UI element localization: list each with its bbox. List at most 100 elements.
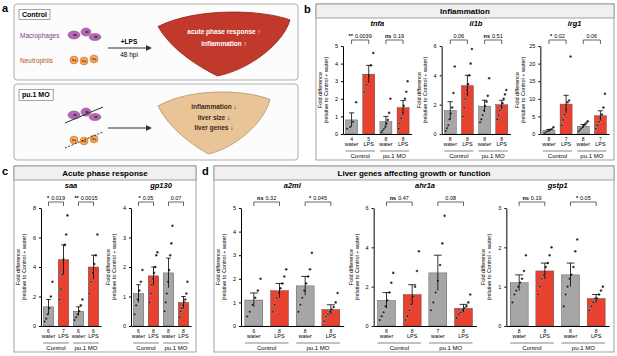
y-tick-label: 4 [434, 73, 437, 79]
figure: aControlMacrophagesNeutrophils+LPS48 hpi… [0, 0, 617, 356]
x-tick-label: water [511, 333, 526, 339]
x-tick: LPS [407, 333, 418, 339]
error-bar [563, 95, 568, 113]
p-value: ns0.32 [257, 195, 276, 201]
y-tick-mark [538, 46, 540, 47]
liver [158, 92, 270, 154]
cell-label: Macrophages [20, 32, 60, 40]
n-label: 8 [449, 136, 452, 142]
x-axis: waterLPSwaterLPS [41, 327, 102, 339]
y-tick-label: 0 [532, 131, 535, 137]
data-point [275, 296, 278, 299]
n-label: 6 [92, 328, 95, 334]
data-point [387, 119, 390, 122]
significance-bracket [549, 40, 566, 44]
significance-mark: ns [484, 33, 490, 39]
y-tick: 2 [335, 96, 343, 102]
y-tick-label: 0 [498, 323, 501, 329]
chart: a2mlFold difference(relative to Control … [215, 181, 344, 351]
y-tick: 4 [33, 264, 41, 270]
x-tick: water [563, 333, 578, 339]
y-tick: 6 [366, 205, 374, 211]
data-point [462, 115, 465, 118]
neutrophil [90, 55, 98, 63]
y-tick-label: 0 [233, 323, 236, 329]
x-tick: LPS [274, 333, 285, 339]
x-tick: LPS [148, 333, 159, 339]
data-point [184, 298, 187, 301]
data-point [550, 246, 553, 249]
chart: saaFold difference(relative to Control +… [15, 181, 102, 351]
data-point [389, 98, 392, 101]
y-tick: 25 [529, 43, 540, 49]
error-bar [592, 295, 600, 303]
y-tick-mark [440, 75, 442, 76]
data-point [601, 113, 604, 116]
group-line [479, 151, 508, 152]
x-tick-label: water [246, 333, 261, 339]
n-label: 8 [167, 328, 170, 334]
y-tick-mark [538, 64, 540, 65]
data-point [469, 293, 472, 296]
significance-bracket [169, 202, 184, 206]
error-bar [541, 263, 549, 279]
group-label: Control [548, 153, 567, 159]
section-header [214, 166, 614, 180]
outcome: liver size ↓ [198, 114, 231, 121]
n-label: 8 [500, 136, 503, 142]
data-point [459, 311, 462, 314]
p-value-number: 0.05 [580, 195, 591, 201]
data-point [149, 292, 152, 295]
x-tick: water [576, 141, 591, 147]
p-value-number: 0.19 [393, 33, 404, 39]
section-title: Liver genes affecting growth or function [338, 169, 491, 178]
section-box [214, 166, 614, 352]
significance-mark: ns [522, 195, 528, 201]
panel-letter: b [304, 3, 311, 15]
n-label: 8 [462, 328, 465, 334]
y-axis-line [506, 209, 507, 327]
n-label: 6 [47, 328, 50, 334]
data-point [576, 238, 579, 241]
y-tick-label: 2 [498, 245, 501, 251]
data-point [414, 285, 417, 288]
x-tick-label: water [477, 141, 492, 147]
y-axis: 0123 [498, 205, 507, 329]
panel-a: aControlMacrophagesNeutrophils+LPS48 hpi… [2, 2, 298, 160]
plot-area [133, 224, 189, 326]
y-axis-title: (relative to Control + water) [221, 234, 227, 301]
n-label: 8 [182, 328, 185, 334]
significance-mark: ** [74, 195, 79, 201]
data-point [432, 301, 435, 304]
row-title-box [19, 10, 50, 20]
chart-title: irg1 [568, 19, 582, 28]
y-tick-mark [504, 247, 506, 248]
x-tick: LPS [364, 141, 375, 147]
data-point [297, 311, 300, 314]
group-label: pu.1 MO [383, 153, 406, 159]
y-tick-mark [239, 208, 241, 209]
group-line [163, 343, 189, 344]
data-point [560, 124, 563, 127]
p-value-number: 0.08 [445, 195, 456, 201]
group-label: Control [522, 345, 541, 351]
y-tick-label: 25 [529, 43, 535, 49]
group-label: pu.1 MO [482, 153, 505, 159]
significance-bracket [386, 40, 403, 44]
data-point [186, 280, 189, 283]
data-point [504, 93, 507, 96]
x-tick: water [541, 141, 556, 147]
data-point [539, 285, 542, 288]
x-tick-label: LPS [458, 333, 469, 339]
significance-bracket [485, 40, 502, 44]
x-axis: waterLPSwaterLPS [344, 135, 413, 147]
y-tick-label: 4 [233, 229, 236, 235]
nucleus [84, 61, 86, 63]
p-value: *0.05 [576, 195, 591, 201]
error-bar [61, 245, 66, 275]
significance-bracket [571, 202, 597, 206]
y-tick-mark [440, 134, 442, 135]
y-tick: 6 [434, 43, 442, 49]
group-label: Control [449, 153, 468, 159]
data-point [499, 109, 502, 112]
